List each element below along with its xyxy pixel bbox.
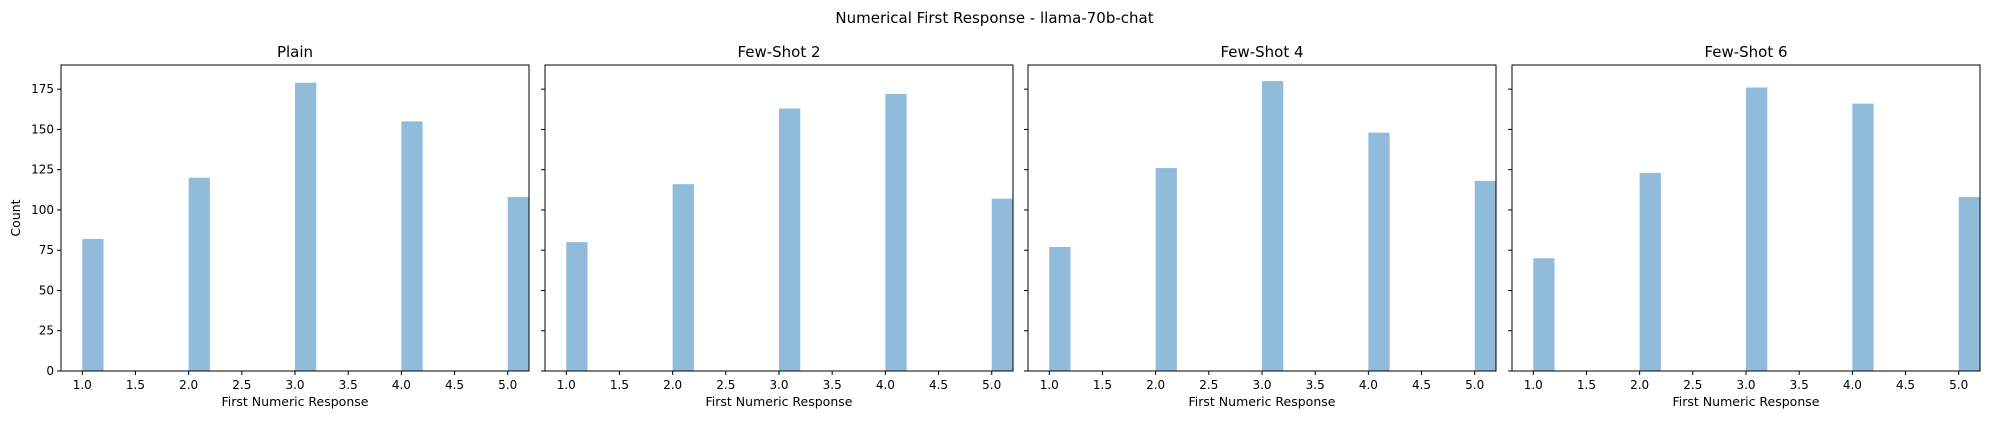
bar xyxy=(1746,87,1768,372)
x-tick-label: 1.0 xyxy=(1040,378,1059,392)
x-tick-label: 3.5 xyxy=(339,378,358,392)
bar xyxy=(672,184,694,371)
x-tick-label: 1.5 xyxy=(1093,378,1112,392)
bar xyxy=(1049,246,1071,371)
bar xyxy=(507,197,529,371)
x-tick-label: 3.0 xyxy=(1252,378,1271,392)
x-axis-label: First Numeric Response xyxy=(706,394,853,409)
x-tick-label: 3.0 xyxy=(285,378,304,392)
bar xyxy=(1155,168,1177,371)
x-tick-label: 4.0 xyxy=(876,378,895,392)
y-tick-label: 75 xyxy=(39,243,54,257)
x-tick-label: 4.0 xyxy=(392,378,411,392)
bar xyxy=(1852,103,1874,371)
x-tick-label: 3.5 xyxy=(1306,378,1325,392)
x-tick-label: 4.5 xyxy=(1412,378,1431,392)
x-tick-label: 2.5 xyxy=(1199,378,1218,392)
y-tick-label: 125 xyxy=(31,163,54,177)
x-tick-label: 5.0 xyxy=(1949,378,1968,392)
x-tick-label: 1.0 xyxy=(1524,378,1543,392)
x-tick-label: 4.5 xyxy=(929,378,948,392)
x-tick-label: 3.0 xyxy=(769,378,788,392)
bar xyxy=(1474,180,1496,371)
x-tick-label: 2.5 xyxy=(232,378,251,392)
x-tick-label: 1.5 xyxy=(610,378,629,392)
x-tick-label: 2.0 xyxy=(179,378,198,392)
x-axis-label: First Numeric Response xyxy=(222,394,369,409)
x-tick-label: 2.5 xyxy=(1683,378,1702,392)
subplot-3: 1.0 1.5 2.0 2.5 3.0 3.5 4.0 4.5 5.0 Few-Shot 4 Fir… xyxy=(1024,43,1497,409)
x-tick-label: 3.5 xyxy=(1790,378,1809,392)
bar xyxy=(1533,258,1555,371)
x-tick-label: 1.0 xyxy=(73,378,92,392)
x-tick-label: 4.0 xyxy=(1843,378,1862,392)
x-tick-label: 4.5 xyxy=(445,378,464,392)
x-tick-label: 3.5 xyxy=(823,378,842,392)
y-tick-label: 0 xyxy=(46,364,54,378)
bar xyxy=(991,198,1013,371)
y-axis-label: Count xyxy=(8,199,23,236)
y-tick-label: 100 xyxy=(31,203,54,217)
x-tick-label: 1.5 xyxy=(1577,378,1596,392)
x-tick-label: 5.0 xyxy=(1465,378,1484,392)
x-tick-label: 2.5 xyxy=(716,378,735,392)
y-tick-label: 175 xyxy=(31,82,54,96)
figure-title: Numerical First Response - llama-70b-cha… xyxy=(835,9,1153,27)
bar xyxy=(566,242,588,371)
y-tick-label: 150 xyxy=(31,122,54,136)
subplot-title: Few-Shot 2 xyxy=(737,43,820,61)
y-tick-label: 25 xyxy=(39,324,54,338)
subplot-title: Few-Shot 6 xyxy=(1704,43,1787,61)
bar xyxy=(1368,132,1390,371)
x-tick-label: 1.0 xyxy=(557,378,576,392)
x-tick-label: 2.0 xyxy=(663,378,682,392)
bar xyxy=(401,121,423,371)
bar xyxy=(82,238,104,371)
subplot-title: Few-Shot 4 xyxy=(1220,43,1303,61)
y-tick-label: 50 xyxy=(39,283,54,297)
x-axis-label: First Numeric Response xyxy=(1673,394,1820,409)
bar xyxy=(1639,172,1661,371)
bar xyxy=(885,93,907,371)
x-tick-label: 5.0 xyxy=(982,378,1001,392)
bar xyxy=(295,82,317,371)
x-tick-label: 2.0 xyxy=(1630,378,1649,392)
x-axis-label: First Numeric Response xyxy=(1189,394,1336,409)
subplot-title: Plain xyxy=(277,43,313,61)
x-tick-label: 4.5 xyxy=(1896,378,1915,392)
x-tick-label: 4.0 xyxy=(1359,378,1378,392)
bar xyxy=(1262,81,1284,372)
x-tick-label: 2.0 xyxy=(1146,378,1165,392)
x-tick-label: 5.0 xyxy=(498,378,517,392)
bar xyxy=(779,108,801,372)
bar xyxy=(1958,197,1980,371)
subplot-grid: 1.0 1.5 2.0 2.5 3.0 3.5 4.0 4.5 5.0 0 25 50 75 100 125… xyxy=(8,43,1981,409)
subplot-4: 1.0 1.5 2.0 2.5 3.0 3.5 4.0 4.5 5.0 Few-Shot 6 Fir… xyxy=(1508,43,1981,409)
x-tick-label: 1.5 xyxy=(126,378,145,392)
subplot-2: 1.0 1.5 2.0 2.5 3.0 3.5 4.0 4.5 5.0 Few-Shot 2 Fir… xyxy=(541,43,1014,409)
x-tick-label: 3.0 xyxy=(1736,378,1755,392)
bar xyxy=(188,177,210,371)
subplot-1: 1.0 1.5 2.0 2.5 3.0 3.5 4.0 4.5 5.0 0 25 50 75 100 125… xyxy=(8,43,530,409)
